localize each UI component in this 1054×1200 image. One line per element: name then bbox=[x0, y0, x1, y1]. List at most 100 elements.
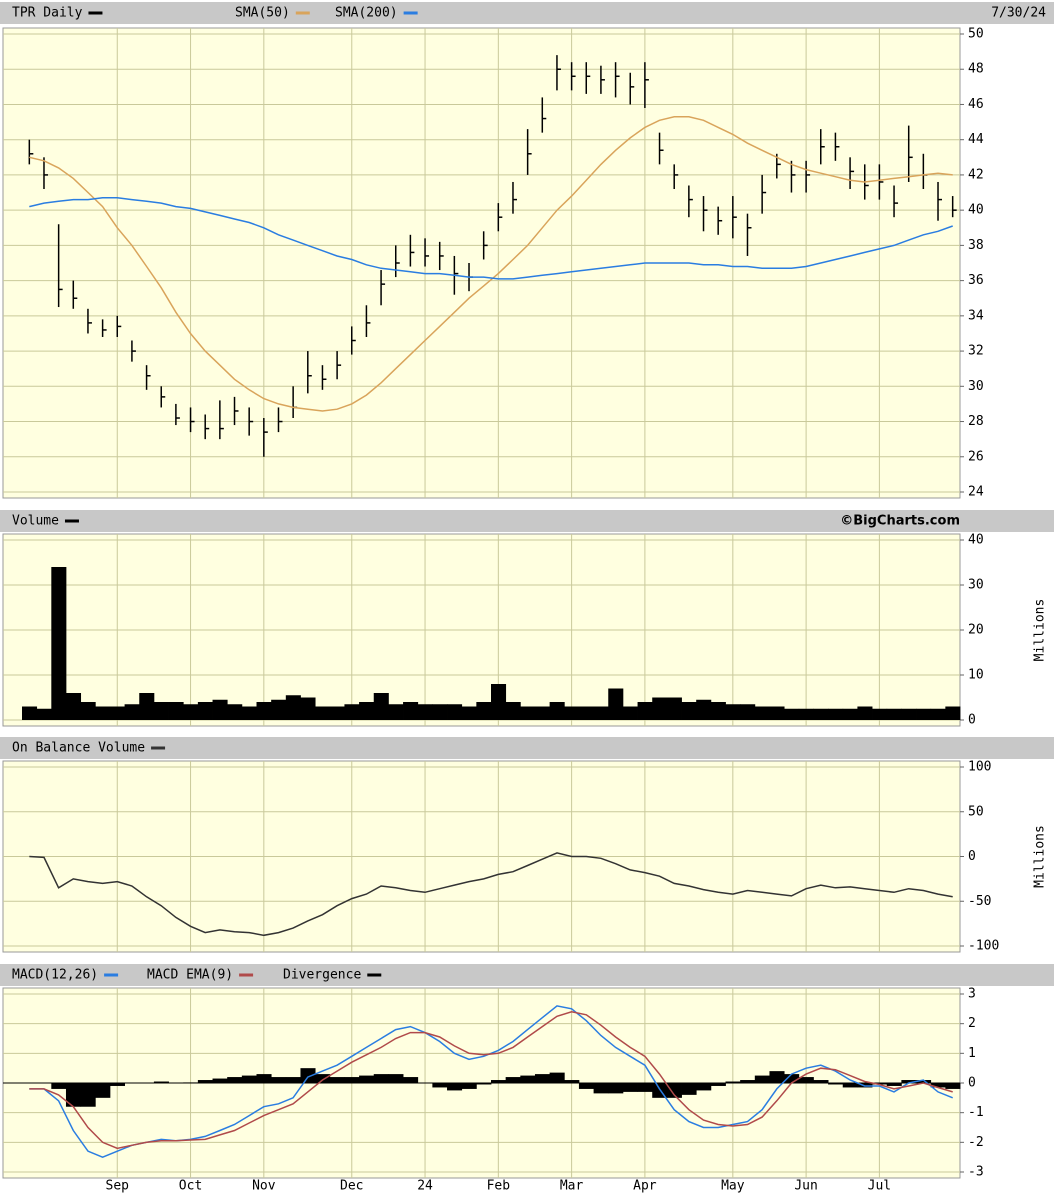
bar bbox=[432, 704, 448, 720]
bar bbox=[22, 706, 38, 720]
y-tick-label: 46 bbox=[968, 97, 984, 112]
series-line bbox=[29, 852, 953, 937]
bar bbox=[652, 697, 668, 720]
bar bbox=[637, 1083, 653, 1092]
bar bbox=[681, 1083, 697, 1095]
bar bbox=[916, 708, 932, 720]
bar bbox=[256, 1074, 272, 1083]
bar bbox=[315, 706, 331, 720]
bar bbox=[666, 1083, 682, 1098]
bar bbox=[95, 1083, 111, 1098]
bar bbox=[271, 699, 287, 720]
y-tick-label: 42 bbox=[968, 167, 984, 182]
bar bbox=[593, 706, 609, 720]
y-tick-label: 100 bbox=[968, 760, 991, 775]
bar bbox=[842, 1083, 858, 1088]
bar bbox=[212, 699, 228, 720]
bar bbox=[285, 1077, 301, 1083]
bar bbox=[608, 688, 624, 720]
legend-label: MACD(12,26) bbox=[12, 968, 98, 983]
plot-background bbox=[2, 27, 961, 499]
bar bbox=[344, 1077, 360, 1083]
bar bbox=[798, 1077, 814, 1083]
bar bbox=[740, 1080, 756, 1083]
bar bbox=[373, 693, 389, 720]
bar bbox=[872, 708, 888, 720]
y-tick-label: 50 bbox=[968, 27, 984, 42]
y-tick-label: 36 bbox=[968, 273, 984, 288]
watermark: ©BigCharts.com bbox=[840, 514, 960, 529]
bar bbox=[740, 704, 756, 720]
bar bbox=[315, 1074, 331, 1083]
y-tick-label: -2 bbox=[968, 1135, 984, 1150]
bar bbox=[36, 708, 52, 720]
bar bbox=[476, 702, 492, 720]
bar bbox=[784, 1074, 800, 1083]
bar bbox=[725, 704, 741, 720]
y-tick-label: 40 bbox=[968, 203, 984, 218]
bar bbox=[153, 1081, 169, 1083]
x-tick-label: Sep bbox=[106, 1179, 130, 1194]
y-tick-label: 20 bbox=[968, 623, 984, 638]
panel-header bbox=[0, 2, 1054, 24]
bar bbox=[285, 695, 301, 720]
bar bbox=[857, 706, 873, 720]
bar bbox=[696, 699, 712, 720]
bar bbox=[534, 1074, 551, 1083]
bar bbox=[109, 1083, 125, 1086]
y-tick-label: 10 bbox=[968, 668, 984, 683]
y-tick-label: 1 bbox=[968, 1046, 976, 1061]
bar bbox=[403, 1077, 419, 1083]
bar bbox=[256, 702, 272, 720]
bar bbox=[168, 702, 184, 720]
x-tick-label: Mar bbox=[560, 1179, 584, 1194]
date-label: 7/30/24 bbox=[991, 6, 1046, 21]
bar bbox=[725, 1081, 741, 1083]
y-tick-label: 50 bbox=[968, 804, 984, 819]
bar bbox=[51, 567, 67, 720]
bar bbox=[930, 708, 946, 720]
bar bbox=[578, 706, 594, 720]
bar bbox=[828, 1083, 844, 1085]
y-tick-label: -50 bbox=[968, 894, 991, 909]
bar bbox=[300, 697, 316, 720]
bar bbox=[212, 1078, 228, 1083]
bar bbox=[945, 1083, 961, 1089]
bar bbox=[491, 684, 507, 720]
bar bbox=[754, 706, 770, 720]
y-tick-label: 3 bbox=[968, 987, 976, 1002]
panel-header bbox=[0, 510, 1054, 532]
y-tick-label: 0 bbox=[968, 1076, 976, 1091]
bar bbox=[300, 1068, 316, 1083]
bar bbox=[534, 706, 551, 720]
bar bbox=[373, 1074, 389, 1083]
bar bbox=[271, 1077, 287, 1083]
legend-label: TPR Daily bbox=[12, 6, 83, 21]
bar bbox=[901, 708, 917, 720]
bar bbox=[549, 1072, 565, 1083]
bar bbox=[80, 1083, 96, 1107]
bar bbox=[388, 1074, 404, 1083]
panel-header bbox=[0, 737, 1054, 759]
y-axis-label: Millions bbox=[1033, 599, 1048, 662]
bar bbox=[828, 708, 844, 720]
bar bbox=[520, 706, 536, 720]
y-tick-label: 28 bbox=[968, 414, 984, 429]
bar bbox=[417, 704, 433, 720]
x-tick-label: Dec bbox=[340, 1179, 363, 1194]
bar bbox=[461, 706, 477, 720]
bar bbox=[447, 1083, 463, 1091]
bar bbox=[578, 1083, 594, 1089]
bar bbox=[359, 1075, 375, 1083]
bar bbox=[241, 706, 257, 720]
bar bbox=[65, 693, 82, 720]
x-tick-label: Feb bbox=[487, 1179, 511, 1194]
bar bbox=[329, 706, 345, 720]
x-tick-label: Oct bbox=[179, 1179, 202, 1194]
y-tick-label: 30 bbox=[968, 578, 984, 593]
bar bbox=[183, 704, 199, 720]
legend-label: Volume bbox=[12, 514, 59, 529]
bar bbox=[153, 702, 169, 720]
